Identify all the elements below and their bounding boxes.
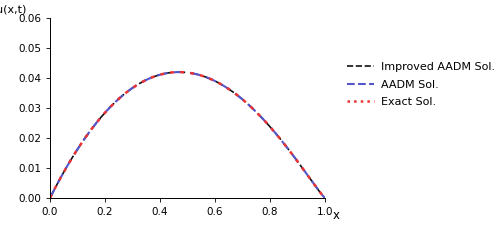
Line: Improved AADM Sol.: Improved AADM Sol.: [50, 72, 325, 198]
Exact Sol.: [47, 197, 53, 199]
Exact Sol.: [156, 74, 162, 76]
AADM Sol.: [47, 197, 53, 199]
Y-axis label: u(x,t): u(x,t): [0, 4, 26, 14]
Improved AADM Sol.: [47, 197, 53, 199]
Improved AADM Sol.: [220, 84, 226, 87]
AADM Sol.: [176, 71, 182, 73]
Exact Sol.: [80, 140, 86, 142]
X-axis label: x: x: [332, 209, 340, 222]
AADM Sol.: [156, 74, 162, 76]
Improved AADM Sol.: [80, 140, 86, 142]
AADM Sol.: [248, 105, 254, 108]
Exact Sol.: [220, 84, 226, 87]
Exact Sol.: [176, 71, 182, 73]
Line: AADM Sol.: AADM Sol.: [50, 72, 325, 198]
AADM Sol.: [136, 82, 142, 85]
Improved AADM Sol.: [176, 71, 182, 73]
Improved AADM Sol.: [246, 104, 252, 107]
AADM Sol.: [246, 104, 252, 107]
AADM Sol.: [80, 140, 86, 142]
Legend: Improved AADM Sol., AADM Sol., Exact Sol.: Improved AADM Sol., AADM Sol., Exact Sol…: [344, 60, 498, 110]
Exact Sol.: [248, 105, 254, 108]
AADM Sol.: [322, 197, 328, 199]
Improved AADM Sol.: [248, 105, 254, 108]
Exact Sol.: [246, 104, 252, 107]
Improved AADM Sol.: [322, 197, 328, 199]
Exact Sol.: [322, 197, 328, 199]
AADM Sol.: [220, 84, 226, 87]
Improved AADM Sol.: [136, 82, 142, 85]
Line: Exact Sol.: Exact Sol.: [50, 72, 325, 198]
Exact Sol.: [136, 82, 142, 85]
Improved AADM Sol.: [156, 74, 162, 76]
